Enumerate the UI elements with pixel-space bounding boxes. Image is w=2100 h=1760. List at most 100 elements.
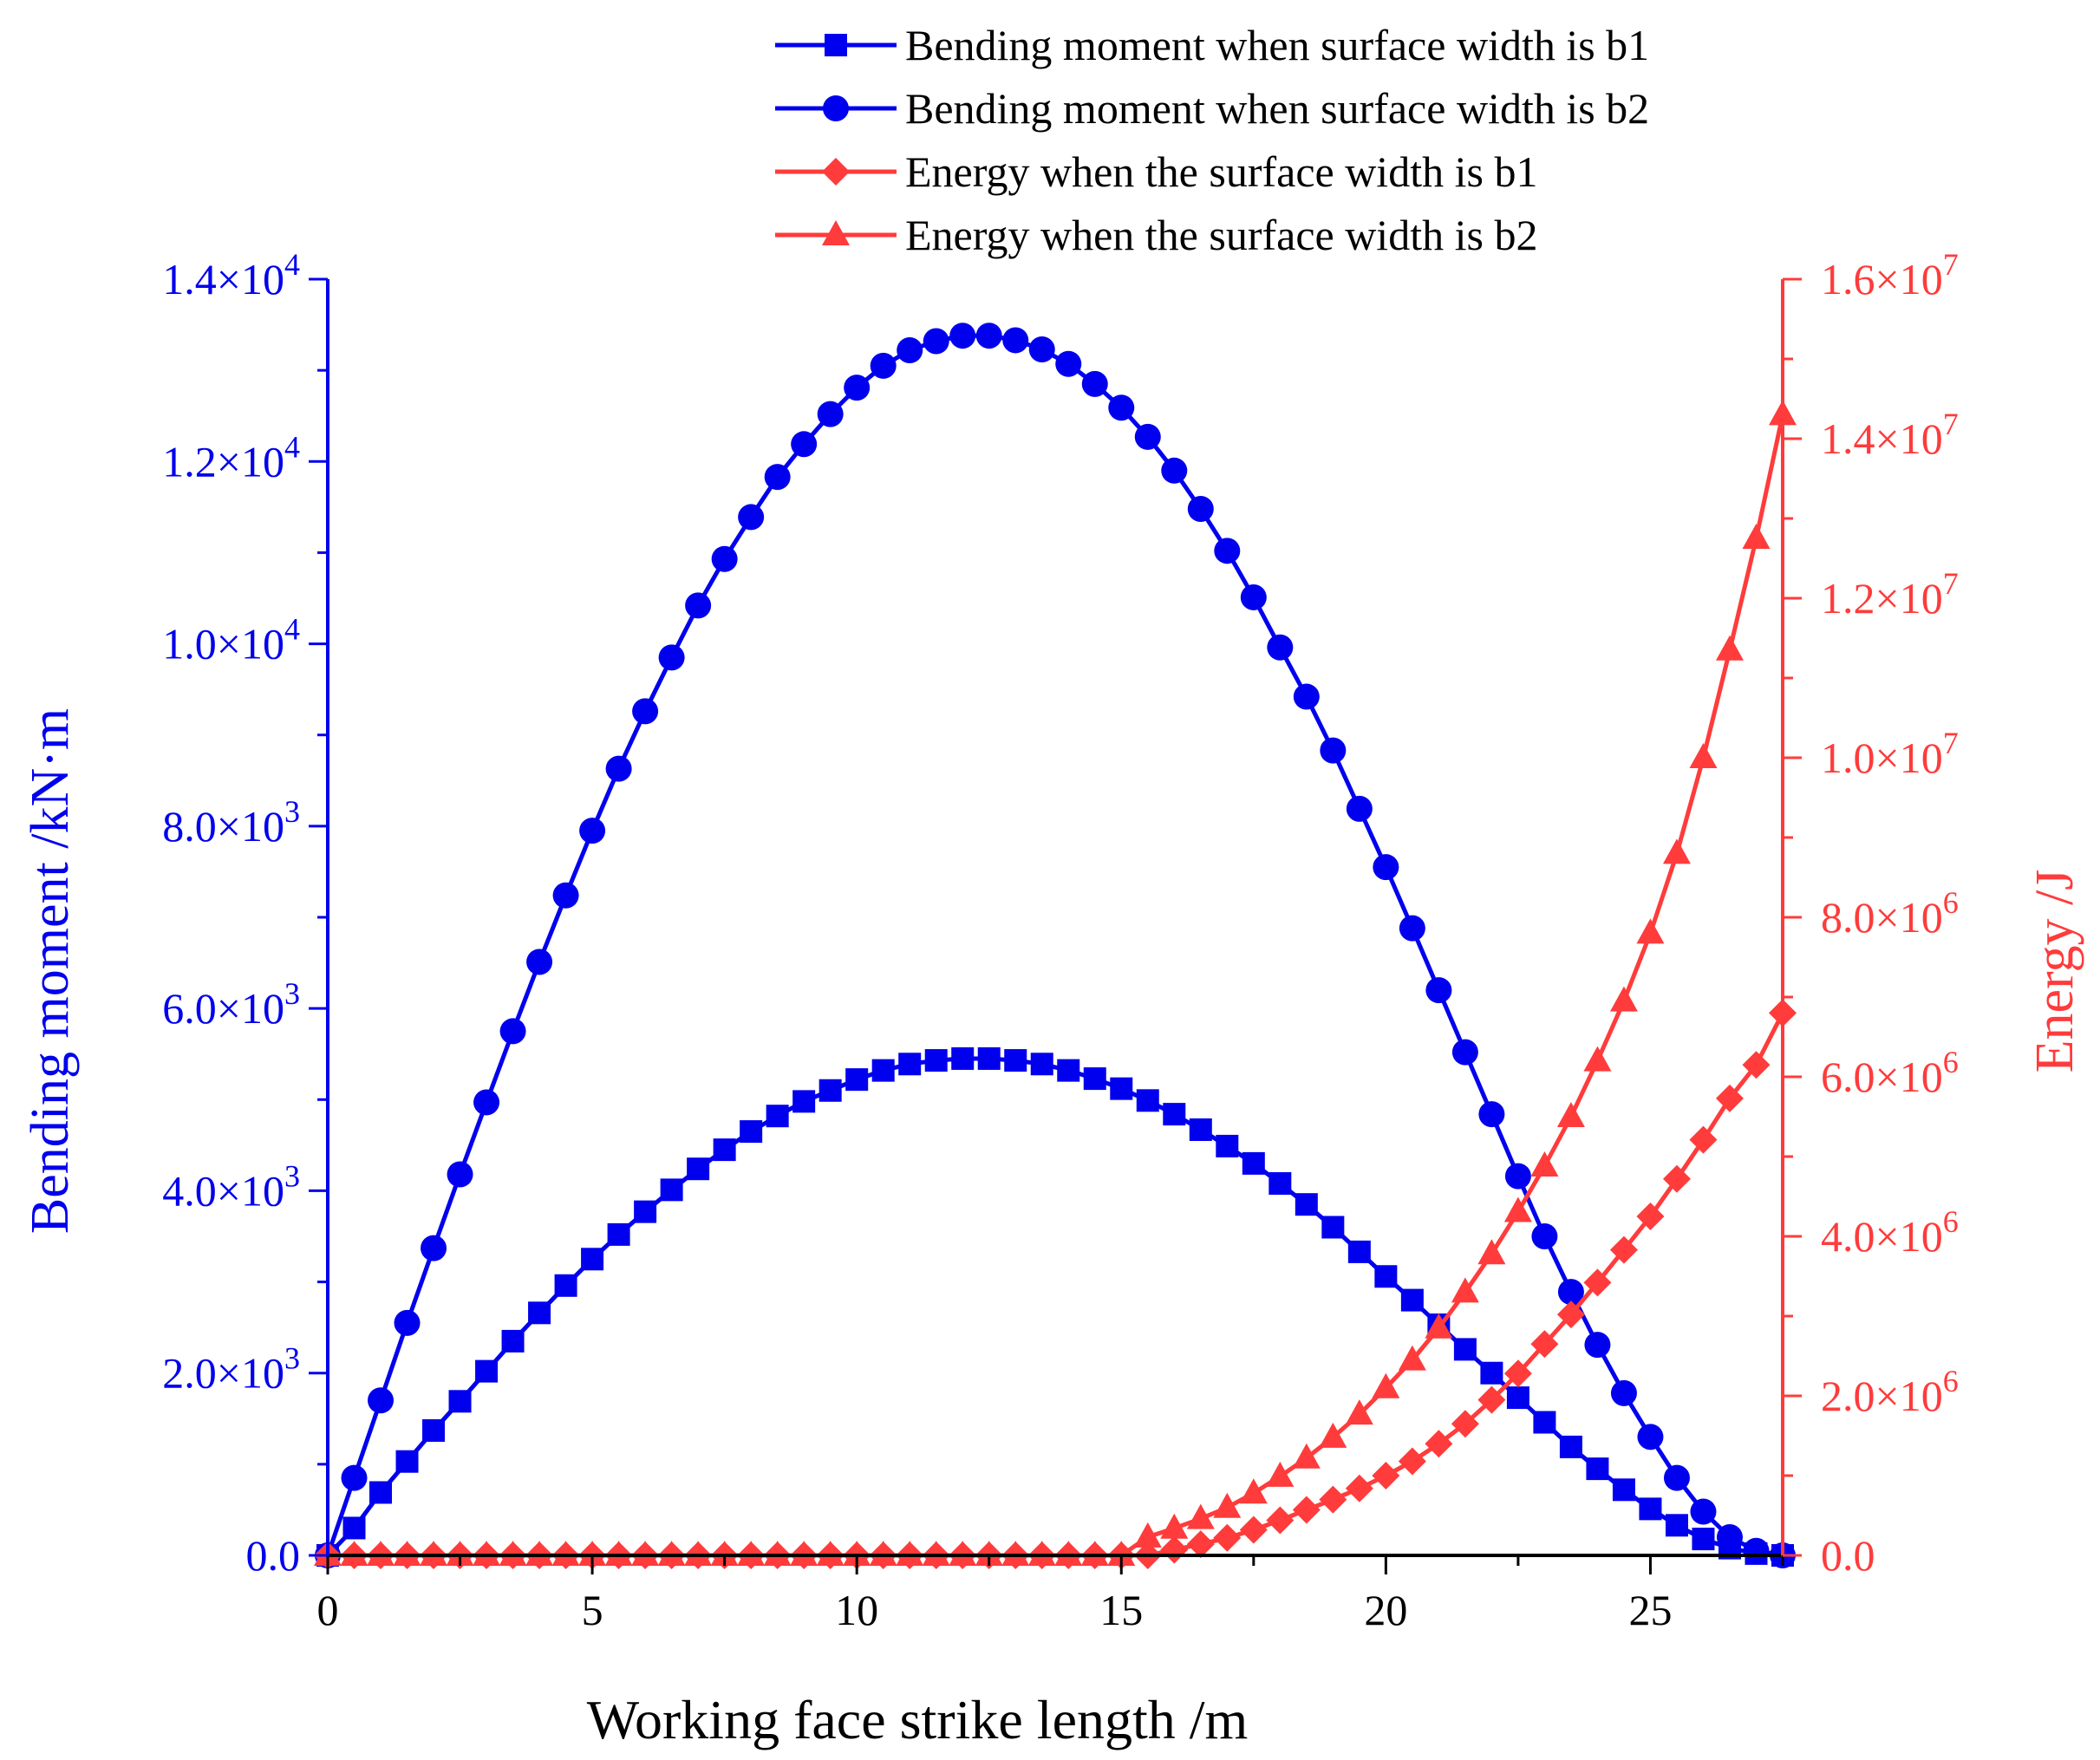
ticks-layer: 0 5 10 15 20 250.02.0×1034.0×1036.0×1038.0×10… — [162, 247, 1958, 1634]
series-2-point — [341, 1464, 368, 1491]
series-4-point — [1266, 1461, 1295, 1487]
y-right-tick-label: 0.0 — [1821, 1531, 1875, 1580]
series-3-point — [1292, 1496, 1321, 1524]
series-2-point — [1478, 1101, 1505, 1128]
series-4-point — [949, 1541, 977, 1566]
series-1-point — [1506, 1386, 1529, 1410]
y-right-axis-title: Energy /J — [2025, 870, 2084, 1073]
y-left-tick-mantissa: 1.4×10 — [162, 255, 284, 303]
series-3-point — [1319, 1485, 1347, 1514]
series-2-point — [1610, 1379, 1637, 1406]
series-1-point — [845, 1068, 869, 1092]
series-4-point — [843, 1541, 871, 1566]
series-1-point — [554, 1274, 577, 1297]
y-right-tick-mantissa: 4.0×10 — [1821, 1212, 1943, 1261]
series-1-point — [395, 1450, 419, 1473]
series-3-point — [1186, 1530, 1215, 1559]
series-4-point — [1715, 635, 1744, 661]
series-4-point — [1609, 986, 1638, 1012]
series-1-point — [369, 1481, 393, 1504]
series-4-point — [1583, 1046, 1612, 1072]
series-2-point — [817, 401, 844, 427]
series-1-point — [1665, 1514, 1688, 1537]
series-2-point — [1293, 683, 1320, 710]
series-1-point — [713, 1138, 736, 1162]
series-1-point — [422, 1418, 446, 1442]
y-left-tick-mantissa: 1.2×10 — [162, 437, 284, 486]
series-3-point — [1662, 1164, 1691, 1193]
series-1-point — [766, 1105, 789, 1128]
series-4-point — [1345, 1399, 1373, 1425]
series-1-point — [1295, 1193, 1318, 1216]
series-1-point — [871, 1059, 895, 1082]
legend-marker — [823, 95, 849, 121]
series-1-point — [581, 1248, 604, 1271]
series-4-point — [367, 1541, 395, 1566]
series-1-point — [634, 1200, 657, 1223]
series-2-point — [1425, 977, 1452, 1004]
legend-entry: Energy when the surface width is b2 — [775, 211, 1537, 259]
series-3-point — [1239, 1516, 1268, 1544]
y-left-tick-exponent: 3 — [284, 1341, 300, 1376]
y-left-tick-exponent: 4 — [284, 429, 300, 464]
series-2-point — [1584, 1332, 1611, 1359]
series-2-point — [1055, 350, 1082, 377]
series-1-point — [1559, 1435, 1582, 1458]
series-2-point — [791, 431, 818, 458]
y-left-tick-label: 2.0×103 — [162, 1341, 300, 1398]
series-2-point — [764, 464, 791, 491]
y-left-tick-mantissa: 2.0×10 — [162, 1349, 284, 1398]
series-1-point — [687, 1157, 710, 1181]
series-1 — [316, 1046, 1794, 1567]
series-4-point — [869, 1541, 897, 1566]
series-2-point — [1637, 1424, 1664, 1450]
series-4-point — [1398, 1345, 1426, 1371]
y-left-tick-label: 1.2×104 — [162, 429, 300, 486]
series-4-point — [1027, 1541, 1056, 1566]
series-1-point — [792, 1090, 816, 1113]
series-1-point — [1400, 1288, 1424, 1312]
series-3-point — [1636, 1203, 1665, 1230]
series-4-point — [551, 1541, 580, 1566]
series-4-point — [1001, 1541, 1030, 1566]
y-left-tick-exponent: 3 — [284, 1158, 300, 1193]
y-right-tick-label: 4.0×106 — [1821, 1204, 1959, 1261]
series-4-point — [1054, 1541, 1083, 1566]
series-2-point — [473, 1089, 500, 1116]
series-4-point — [816, 1541, 845, 1566]
series-2-point — [632, 698, 659, 725]
series-2-point — [658, 644, 685, 671]
y-right-tick-mantissa: 2.0×10 — [1821, 1372, 1943, 1420]
y-right-tick-label: 8.0×106 — [1821, 885, 1959, 942]
y-left-tick-label: 0.0 — [246, 1531, 301, 1580]
series-3-point — [1345, 1474, 1373, 1503]
y-right-tick-mantissa: 1.2×10 — [1821, 574, 1943, 623]
series-2-point — [1743, 1537, 1770, 1564]
series-1-point — [1321, 1216, 1345, 1239]
series-3-point — [1715, 1084, 1744, 1112]
series-2-point — [1663, 1464, 1690, 1491]
series-3-point — [1398, 1447, 1426, 1476]
series-1-point — [1480, 1361, 1503, 1385]
series-1-point — [1586, 1457, 1609, 1481]
series-1-point — [818, 1079, 842, 1102]
y-right-tick-exponent: 7 — [1943, 726, 1959, 760]
series-4-point — [1451, 1277, 1479, 1303]
y-right-tick-exponent: 6 — [1943, 1045, 1959, 1079]
series-2-point — [1504, 1163, 1531, 1190]
series-4-point — [1133, 1522, 1162, 1548]
series-1-point — [1057, 1059, 1080, 1082]
y-right-tick-mantissa: 1.0×10 — [1821, 733, 1943, 782]
series-3-point — [1372, 1462, 1400, 1489]
series-2-point — [579, 818, 606, 844]
y-right-tick-label: 1.4×107 — [1821, 407, 1959, 463]
y-right-tick-mantissa: 6.0×10 — [1821, 1053, 1943, 1101]
series-4-point — [1213, 1492, 1242, 1518]
series-4-point — [896, 1541, 924, 1566]
series-3-point — [1477, 1385, 1506, 1414]
legend-entry: Energy when the surface width is b1 — [775, 147, 1537, 196]
y-left-tick-label: 4.0×103 — [162, 1158, 300, 1215]
y-right-tick-label: 1.0×107 — [1821, 726, 1959, 782]
series-1-point — [1216, 1134, 1239, 1157]
